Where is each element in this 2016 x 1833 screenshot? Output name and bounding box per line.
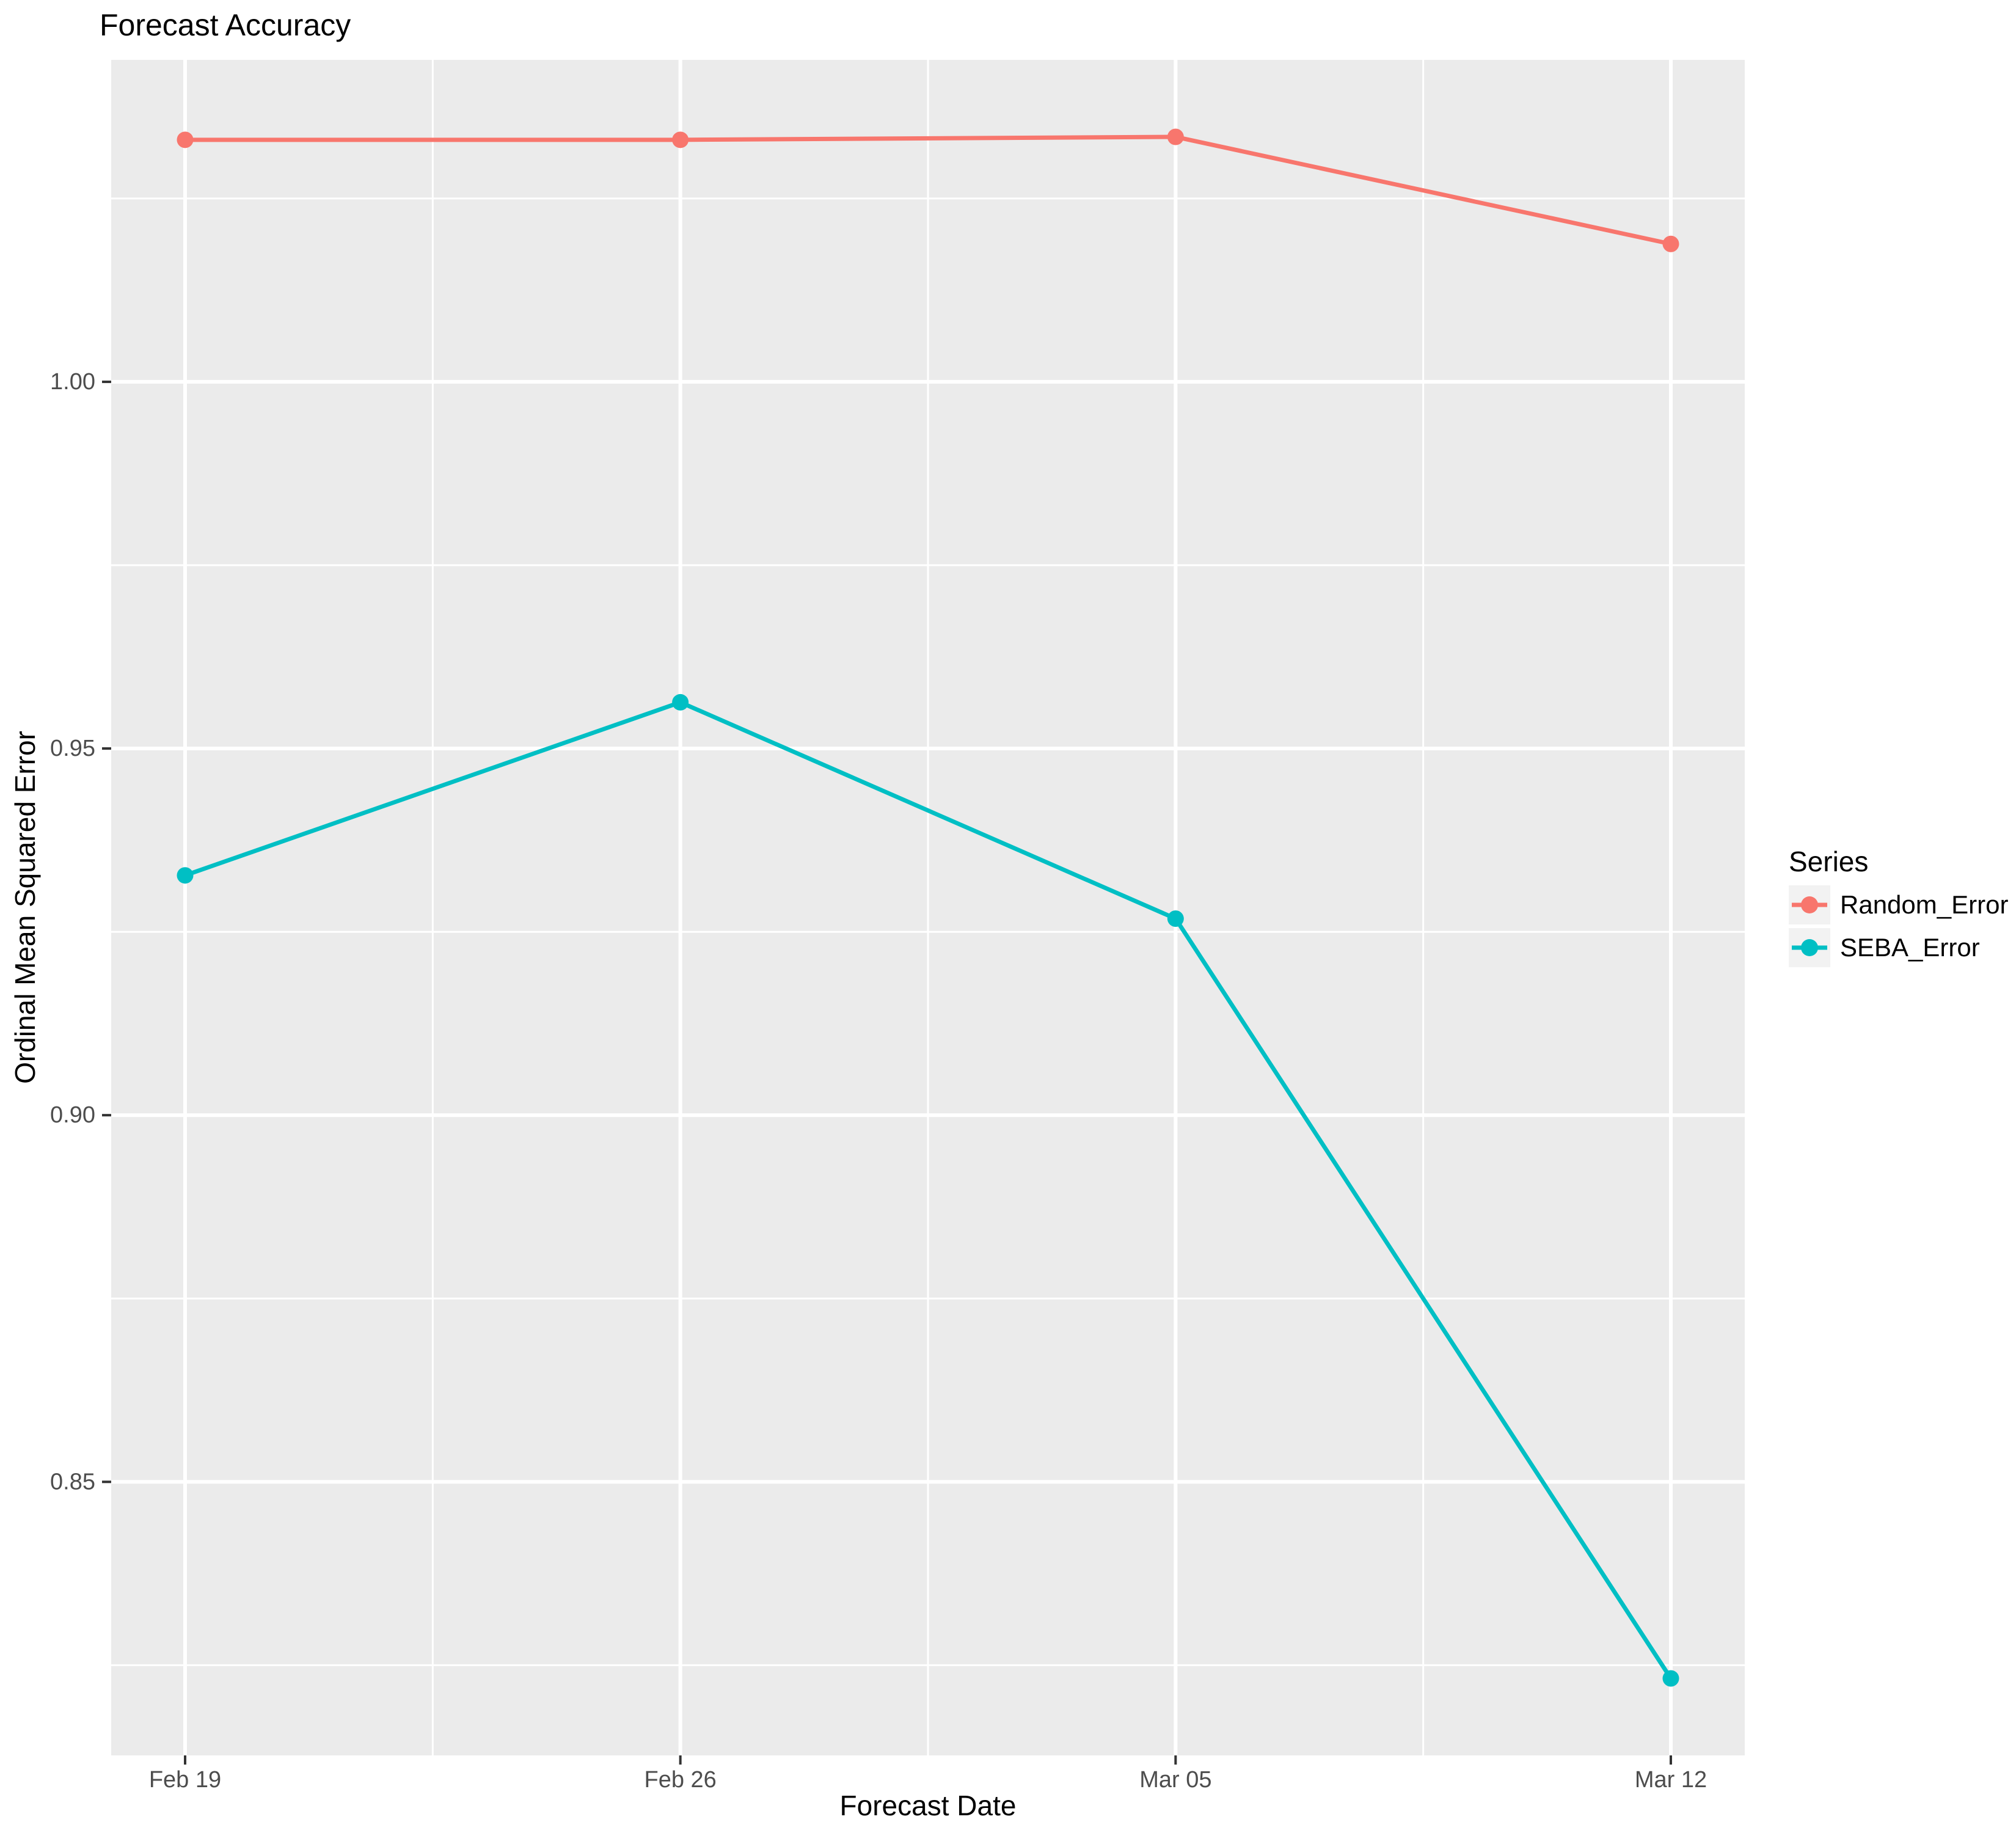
x-tick-label: Feb 19 (149, 1767, 221, 1793)
x-axis-title: Forecast Date (839, 1790, 1017, 1821)
data-point-random_error (1167, 128, 1184, 145)
y-tick-label: 1.00 (50, 369, 95, 395)
legend-label-seba-error: SEBA_Error (1840, 933, 1980, 962)
legend-title: Series (1789, 846, 1869, 877)
data-point-random_error (1662, 235, 1679, 252)
y-tick-label: 0.95 (50, 736, 95, 761)
y-tick-label: 0.90 (50, 1102, 95, 1128)
data-point-random_error (177, 131, 194, 148)
series-line-seba_error (184, 700, 1673, 1680)
x-tick-label: Mar 12 (1635, 1767, 1707, 1793)
legend-key-seba-error-icon (1789, 928, 1830, 967)
legend-key-random-error-icon (1789, 885, 1830, 924)
chart-title: Forecast Accuracy (100, 8, 351, 42)
y-tick-label: 0.85 (50, 1469, 95, 1495)
data-point-seba_error (672, 693, 689, 711)
data-point-seba_error (1662, 1670, 1679, 1687)
data-point-seba_error (177, 867, 194, 884)
legend-label-random-error: Random_Error (1840, 890, 2009, 919)
legend-item-seba-error: SEBA_Error (1789, 928, 2008, 967)
legend: Series Random_Error SEBA_Error (1789, 845, 2008, 971)
x-tick-label: Feb 26 (645, 1767, 717, 1793)
data-point-seba_error (1167, 910, 1184, 927)
data-point-random_error (672, 131, 689, 148)
x-tick-label: Mar 05 (1139, 1767, 1211, 1793)
series-line-random_error (184, 134, 1671, 246)
legend-item-random-error: Random_Error (1789, 885, 2008, 924)
